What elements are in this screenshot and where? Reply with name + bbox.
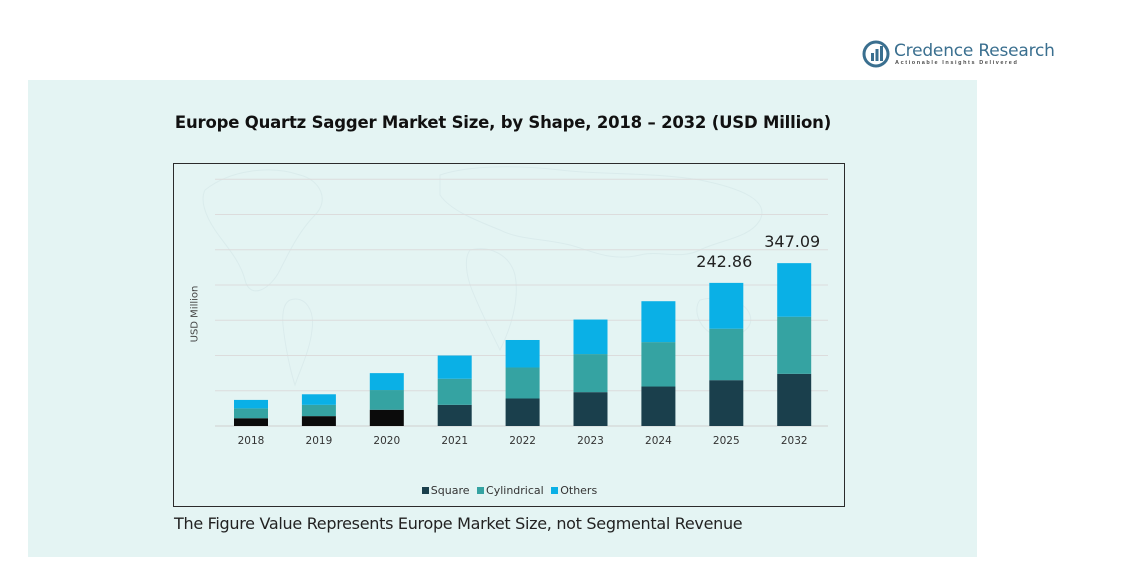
- legend: Square Cylindrical Others: [0, 484, 1019, 497]
- bar-others-2018: [234, 399, 268, 409]
- x-tick-label: 2025: [713, 435, 740, 447]
- x-tick-label: 2020: [373, 435, 400, 447]
- bar-cylindrical-2022: [505, 367, 540, 399]
- data-label-2025: 242.86: [696, 252, 752, 271]
- x-tick-labels: 2018 2019 2020 2021 2022 2023 2024 2025 2032: [238, 435, 808, 447]
- bar-others-2019: [301, 394, 336, 405]
- bar-others-2020: [369, 373, 404, 391]
- data-labels: 242.86 347.09: [696, 232, 820, 271]
- x-tick-label: 2023: [577, 435, 604, 447]
- bar-others-2025: [709, 282, 744, 329]
- brand-tagline: Actionable Insights Delivered: [895, 60, 1019, 66]
- bar-square-2023: [573, 392, 608, 426]
- bar-cylindrical-2019: [301, 404, 336, 417]
- x-tick-label: 2018: [238, 435, 265, 447]
- bar-others-2022: [505, 339, 540, 368]
- bar-cylindrical-2020: [369, 390, 404, 410]
- bar-chart-logo-icon: [862, 40, 890, 68]
- x-tick-label: 2032: [781, 435, 808, 447]
- footnote: The Figure Value Represents Europe Marke…: [174, 514, 743, 533]
- chart-panel: [28, 80, 977, 557]
- bar-square-2032: [777, 373, 812, 426]
- bar-others-2032: [777, 263, 812, 317]
- chart-title: Europe Quartz Sagger Market Size, by Sha…: [174, 113, 832, 132]
- data-label-2032: 347.09: [764, 232, 820, 251]
- bar-square-2025: [709, 380, 744, 426]
- legend-label-square: Square: [430, 484, 470, 497]
- legend-item-cylindrical[interactable]: Cylindrical: [477, 484, 544, 497]
- legend-label-others: Others: [560, 484, 598, 497]
- bar-cylindrical-2025: [709, 328, 744, 381]
- bar-square-2021: [437, 404, 472, 426]
- brand-name: Credence Research: [894, 41, 1055, 61]
- bar-cylindrical-2021: [437, 378, 472, 405]
- world-map-watermark: [202, 166, 763, 387]
- legend-swatch-others: [551, 487, 559, 494]
- legend-swatch-cylindrical: [477, 487, 485, 494]
- brand-logo[interactable]: Credence Research Actionable Insights De…: [862, 40, 1062, 72]
- x-tick-label: 2021: [441, 435, 468, 447]
- legend-item-others[interactable]: Others: [551, 484, 597, 497]
- legend-item-square[interactable]: Square: [421, 484, 470, 497]
- bar-cylindrical-2024: [641, 342, 676, 387]
- bar-others-2023: [573, 319, 608, 355]
- bar-cylindrical-2018: [234, 408, 268, 419]
- x-tick-label: 2019: [306, 435, 333, 447]
- chart-frame: [173, 163, 845, 507]
- x-tick-label: 2022: [509, 435, 536, 447]
- bars: [234, 263, 812, 426]
- bar-square-2022: [505, 398, 540, 426]
- bar-square-2020: [369, 409, 404, 426]
- legend-swatch-square: [421, 487, 429, 494]
- x-tick-label: 2024: [645, 435, 672, 447]
- bar-square-2024: [641, 386, 676, 426]
- bar-square-2019: [301, 416, 336, 426]
- bar-others-2024: [641, 301, 676, 343]
- bar-cylindrical-2023: [573, 354, 608, 393]
- legend-label-cylindrical: Cylindrical: [486, 484, 544, 497]
- bar-cylindrical-2032: [777, 316, 812, 374]
- bar-square-2018: [234, 418, 268, 426]
- bar-others-2021: [437, 355, 472, 379]
